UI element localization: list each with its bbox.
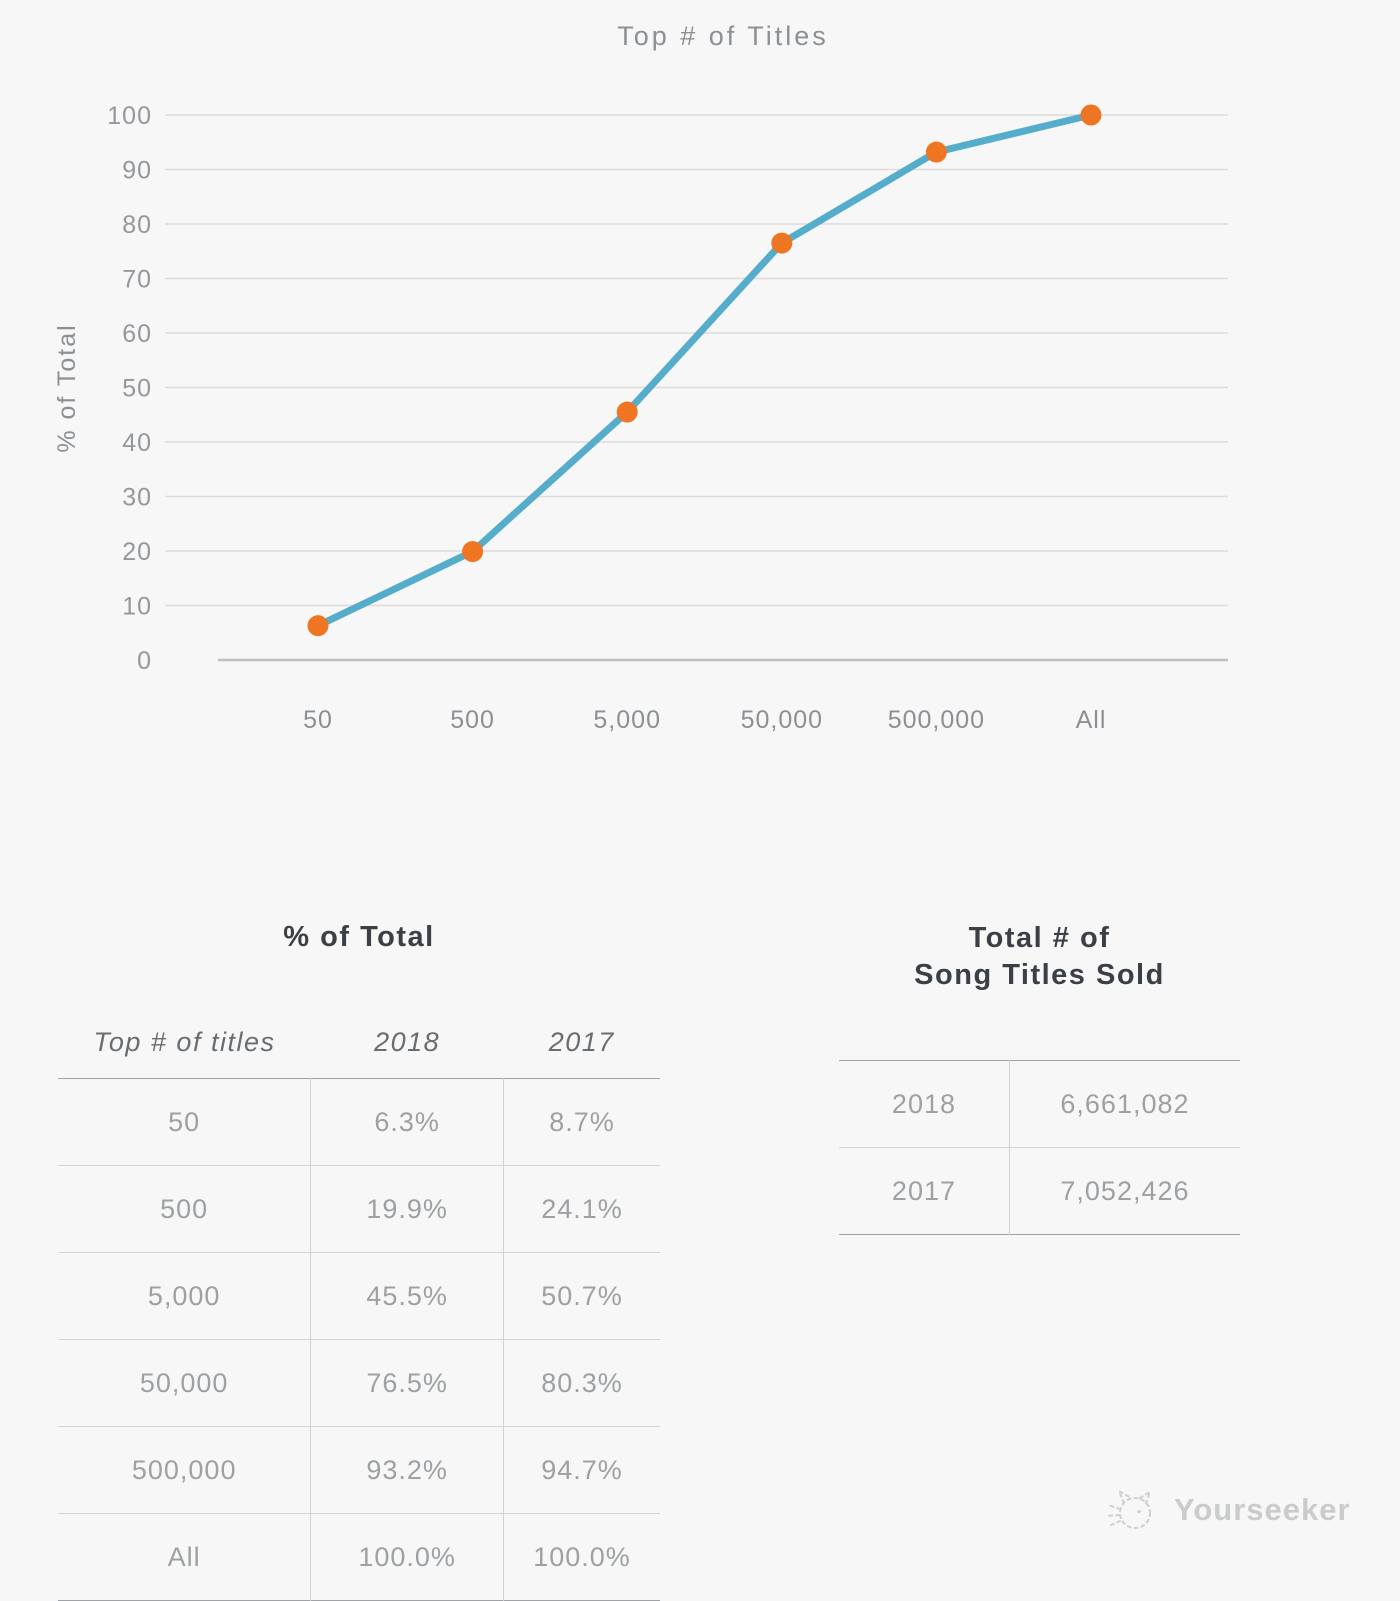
y-tick-label: 20 — [122, 538, 152, 566]
song-titles-sold-section: Total # of Song Titles Sold 2018 6,661,08… — [839, 920, 1240, 1235]
table-row: 500,000 93.2% 94.7% — [58, 1426, 660, 1514]
table-row: 2018 6,661,082 — [839, 1060, 1240, 1148]
data-point-2018-All — [1080, 104, 1102, 126]
y-tick-label: 60 — [122, 320, 152, 348]
song-titles-sold-table: 2018 6,661,082 2017 7,052,426 — [839, 1060, 1240, 1235]
table-row: 50 6.3% 8.7% — [58, 1078, 660, 1166]
table-header-row: Top # of titles 2018 2017 — [58, 954, 660, 1079]
y-tick-label: 40 — [122, 429, 152, 457]
table-cell: 80.3% — [541, 1367, 623, 1398]
table-row: 2017 7,052,426 — [839, 1147, 1240, 1235]
x-tick-label: 50,000 — [741, 706, 823, 734]
table-cell: 50,000 — [58, 1339, 312, 1427]
y-tick-label: 10 — [122, 593, 152, 621]
table-cell: 8.7% — [549, 1106, 615, 1137]
table-body: 2018 6,661,082 2017 7,052,426 — [839, 1060, 1240, 1235]
y-tick-label: 100 — [107, 102, 152, 130]
x-tick-label: 50 — [303, 706, 333, 734]
table-cell: 100.0% — [310, 1513, 504, 1601]
data-point-2018-50 — [307, 615, 329, 637]
y-axis-label: % of Total — [53, 323, 81, 452]
table-cell: 24.1% — [541, 1193, 623, 1224]
series-line-2018 — [314, 111, 1095, 630]
percent-of-total-section: % of Total Top # of titles 2018 2017 50 6.3… — [58, 920, 660, 1601]
table-row: 5,000 45.5% 50.7% — [58, 1252, 660, 1340]
caption-line-1: Total # of — [968, 922, 1111, 954]
table-cell: 45.5% — [310, 1252, 504, 1340]
table-cell: 6,661,082 — [1060, 1088, 1190, 1119]
x-tick-labels: 50 500 5,000 50,000 500,000 All — [303, 706, 1107, 734]
table-row: 50,000 76.5% 80.3% — [58, 1339, 660, 1427]
y-tick-label: 70 — [122, 266, 152, 294]
column-header: 2018 — [374, 1027, 441, 1057]
song-titles-sold-caption: Total # of Song Titles Sold — [839, 920, 1240, 994]
y-tick-label: 30 — [122, 484, 152, 512]
yourseeker-logo: Yourseeker — [1102, 1478, 1362, 1542]
column-header: 2017 — [548, 1027, 615, 1057]
table-cell: 500,000 — [58, 1426, 312, 1514]
table-cell: 2017 — [839, 1147, 1010, 1235]
data-point-2018-5,000 — [616, 401, 638, 423]
x-tick-label: 500 — [450, 706, 495, 734]
table-cell: All — [58, 1513, 312, 1601]
table-cell: 50 — [58, 1078, 312, 1166]
y-tick-label: 90 — [122, 157, 152, 185]
table-row: All 100.0% 100.0% — [58, 1513, 660, 1601]
table-row: 500 19.9% 24.1% — [58, 1165, 660, 1253]
series-layer — [307, 104, 1102, 637]
percent-of-total-table: Top # of titles 2018 2017 50 6.3% 8.7% 500 19.… — [58, 954, 660, 1601]
y-tick-label: 0 — [137, 647, 152, 675]
caption-line-2: Song Titles Sold — [914, 959, 1165, 991]
table-cell: 93.2% — [310, 1426, 504, 1514]
chart-section: Top # of Titles % of Total 0 10 20 30 40 50 60… — [0, 0, 1400, 800]
data-point-2018-500 — [462, 541, 484, 563]
x-tick-label: All — [1076, 706, 1107, 734]
cat-sketch-icon — [1105, 1488, 1152, 1529]
x-tick-label: 500,000 — [888, 706, 985, 734]
table-cell: 500 — [58, 1165, 312, 1253]
table-cell: 6.3% — [310, 1078, 504, 1166]
yourseeker-watermark-text: Yourseeker — [1174, 1492, 1351, 1527]
table-cell: 7,052,426 — [1060, 1175, 1190, 1206]
x-tick-label: 5,000 — [593, 706, 661, 734]
table-cell: 100.0% — [533, 1541, 631, 1572]
y-tick-label: 80 — [122, 211, 152, 239]
gridlines — [165, 114, 1228, 662]
line-chart: Top # of Titles % of Total 0 10 20 30 40 50 60… — [53, 21, 1228, 734]
chart-title: Top # of Titles — [617, 21, 829, 51]
data-point-2018-500,000 — [925, 141, 947, 163]
y-tick-labels: 0 10 20 30 40 50 60 70 80 90 100 — [107, 102, 152, 675]
column-header: Top # of titles — [93, 1027, 276, 1057]
table-cell: 19.9% — [310, 1165, 504, 1253]
percent-of-total-caption: % of Total — [283, 921, 435, 953]
table-cell: 2018 — [839, 1060, 1010, 1148]
data-point-2018-50,000 — [771, 232, 793, 254]
y-tick-label: 50 — [122, 375, 152, 403]
table-cell: 50.7% — [541, 1280, 623, 1311]
table-cell: 76.5% — [310, 1339, 504, 1427]
table-cell: 5,000 — [58, 1252, 312, 1340]
table-cell: 94.7% — [541, 1454, 623, 1485]
table-body: 50 6.3% 8.7% 500 19.9% 24.1% 5,000 45.5% 50.7% 50… — [58, 1078, 660, 1601]
